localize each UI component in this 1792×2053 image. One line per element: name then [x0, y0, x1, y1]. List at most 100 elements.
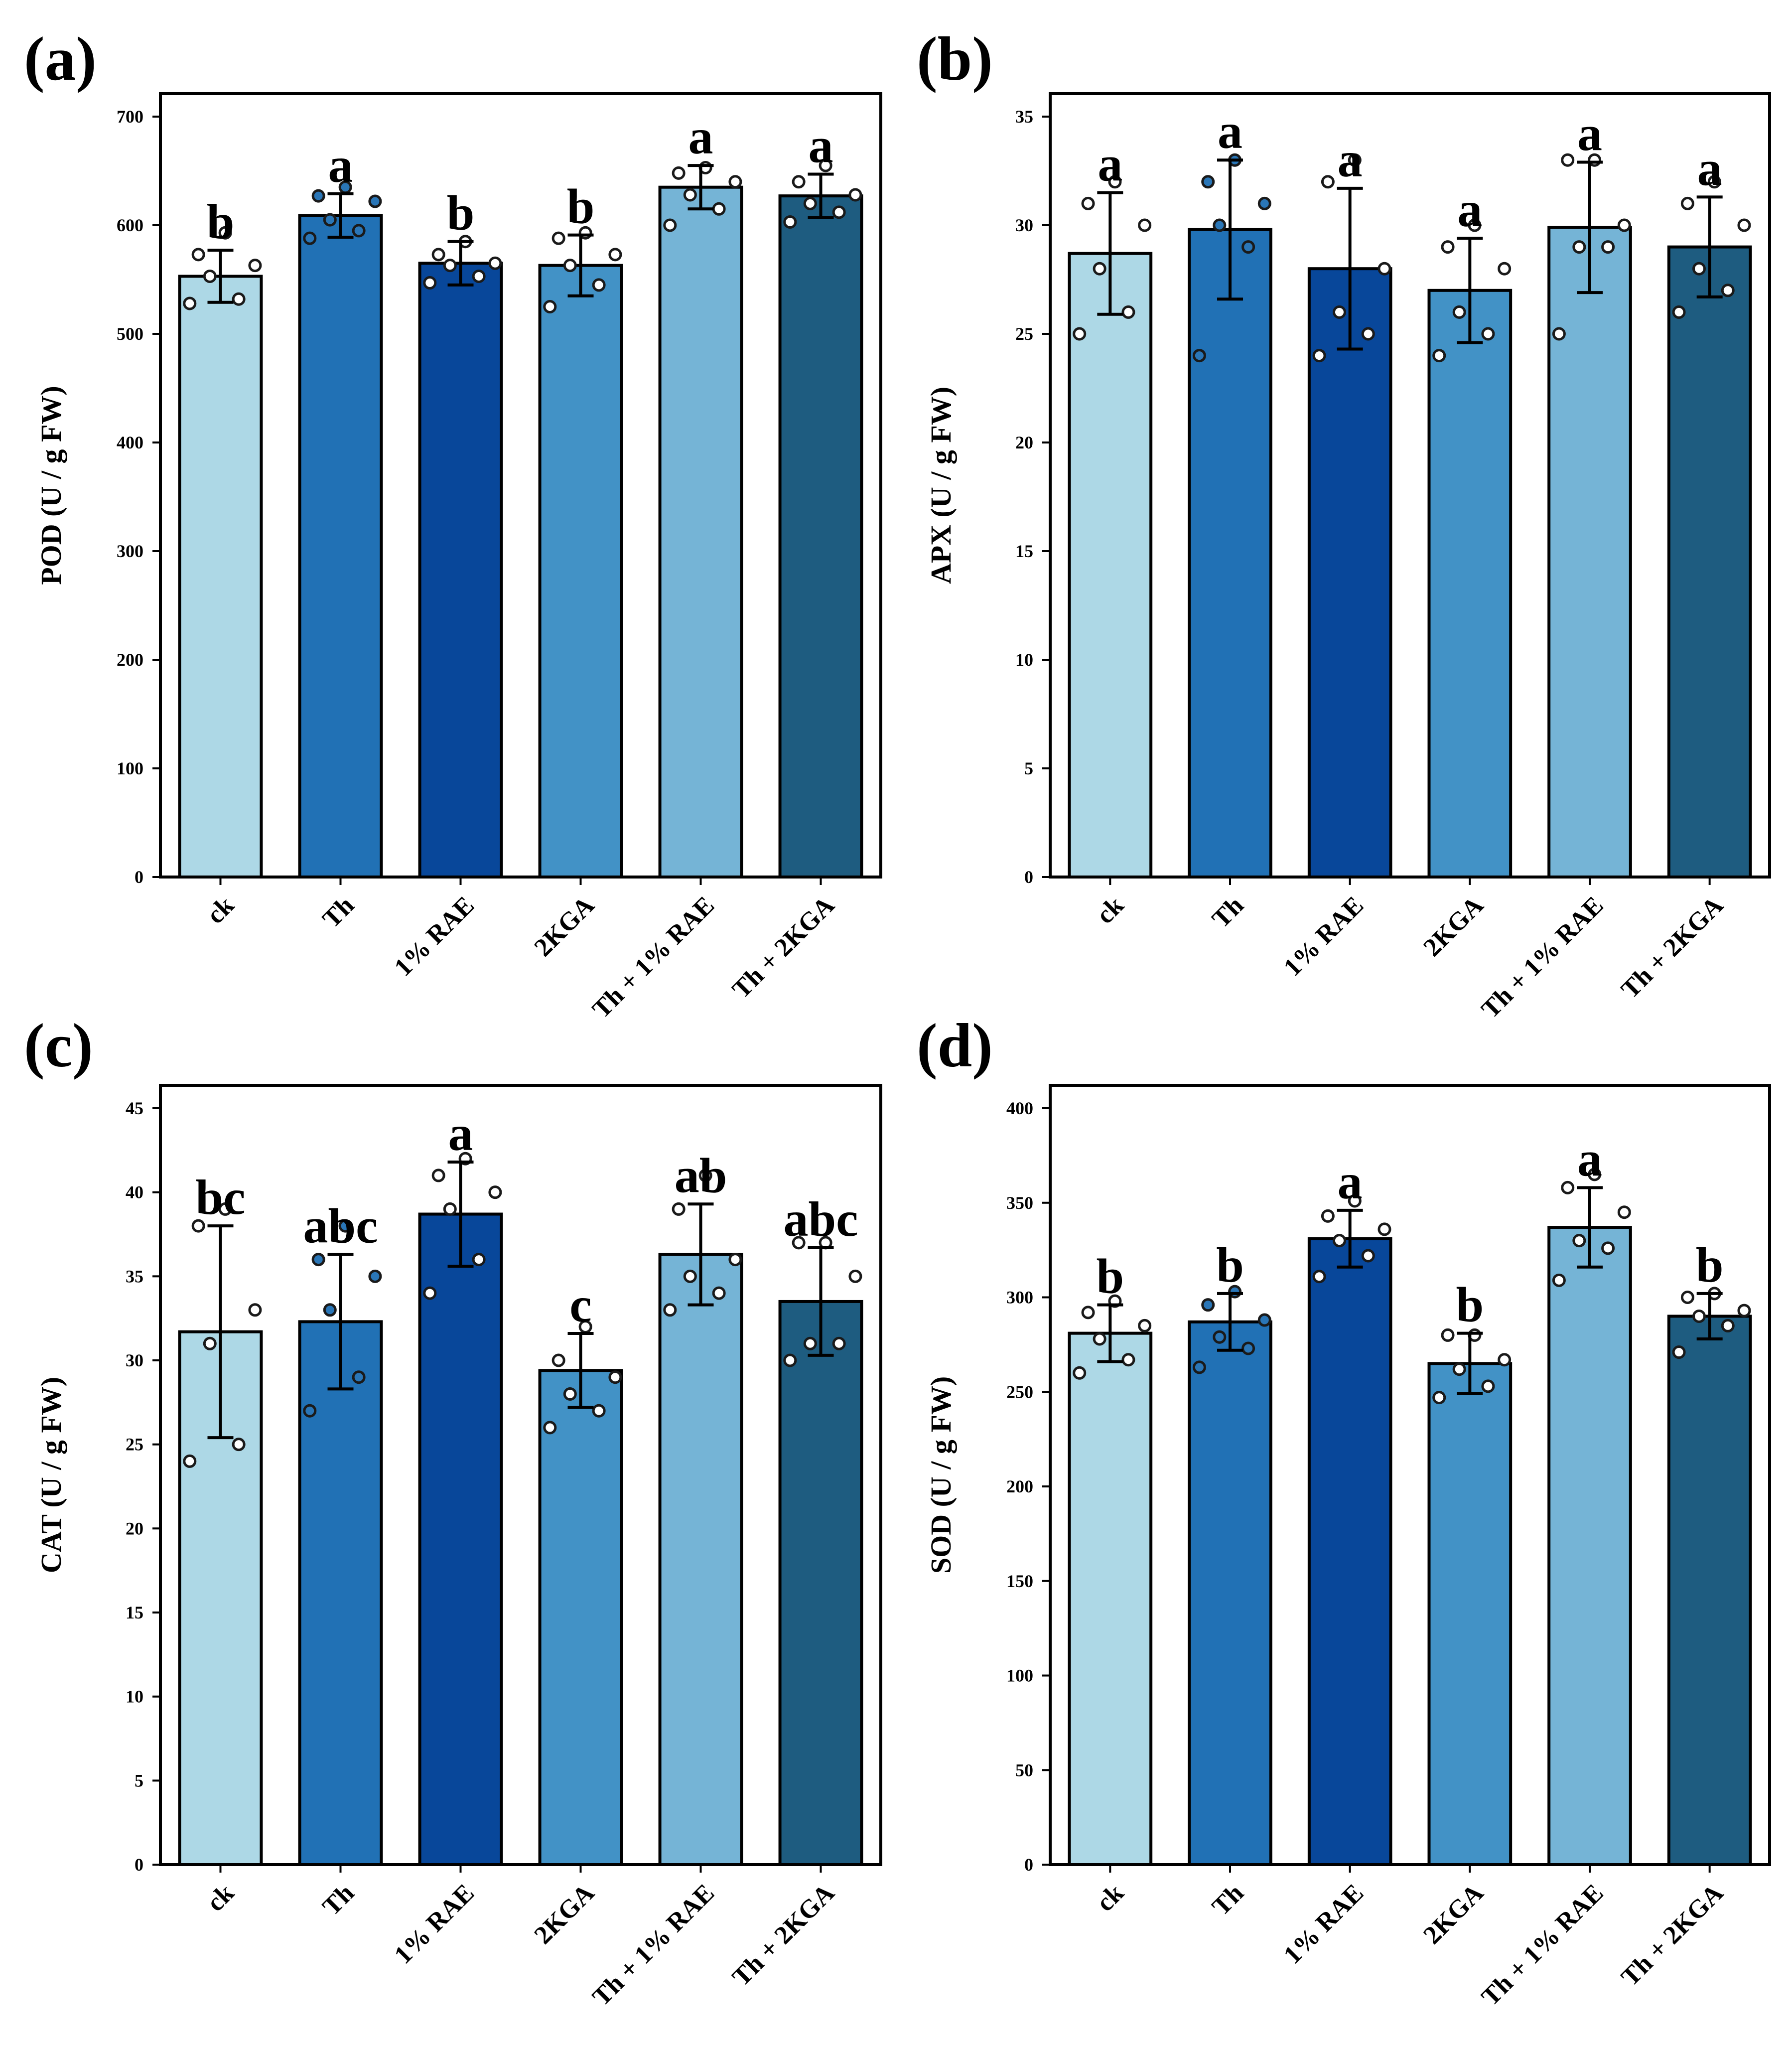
data-point — [1081, 1306, 1095, 1320]
data-point — [1601, 240, 1615, 254]
bar — [1068, 252, 1153, 879]
data-point — [1441, 240, 1455, 254]
data-point — [488, 256, 502, 270]
x-tick-label: Th + 2KGA — [727, 1879, 840, 1992]
data-point — [232, 1438, 246, 1452]
y-tick-label: 20 — [1015, 433, 1033, 452]
bar — [1547, 226, 1632, 879]
data-point — [443, 1202, 457, 1216]
data-point — [1452, 305, 1466, 319]
data-point — [783, 215, 797, 229]
data-point — [1138, 218, 1152, 232]
significance-label: b — [1097, 1249, 1124, 1304]
bar — [658, 185, 743, 879]
y-tick-label: 400 — [1006, 1098, 1033, 1118]
y-tick-label: 10 — [1015, 650, 1033, 670]
bar — [1307, 267, 1392, 879]
x-tick-label: ck — [1091, 891, 1129, 929]
data-point — [1692, 1309, 1706, 1323]
bar — [298, 214, 383, 879]
y-tick-label: 350 — [1006, 1193, 1033, 1213]
x-tick-label: Th + 2KGA — [1616, 1879, 1729, 1992]
data-point — [1561, 1180, 1575, 1194]
significance-label: a — [1218, 104, 1242, 159]
bar — [1667, 1315, 1752, 1866]
bar — [778, 194, 863, 879]
data-point — [1213, 1330, 1227, 1344]
data-point — [783, 1353, 797, 1367]
data-point — [203, 1336, 217, 1350]
data-point — [551, 231, 565, 245]
y-tick-label: 0 — [1024, 1855, 1033, 1875]
x-tick-label: Th + 1% RAE — [1476, 1879, 1609, 2012]
panel-label: (d) — [917, 1012, 993, 1080]
data-point — [1312, 349, 1326, 363]
significance-label: c — [569, 1277, 591, 1332]
data-point — [1481, 327, 1495, 341]
bar — [178, 275, 263, 879]
data-point — [1073, 327, 1087, 341]
y-tick-label: 30 — [126, 1350, 143, 1370]
y-tick-label: 250 — [1006, 1382, 1033, 1402]
data-point — [1257, 196, 1271, 210]
y-tick-label: 20 — [126, 1518, 143, 1538]
data-point — [551, 1353, 565, 1367]
significance-label: b — [567, 179, 595, 234]
data-point — [592, 1404, 606, 1418]
data-point — [1121, 305, 1135, 319]
data-point — [672, 166, 686, 180]
data-point — [1572, 1234, 1586, 1248]
data-point — [1552, 327, 1566, 341]
y-tick-label: 400 — [117, 433, 143, 452]
data-point — [1361, 1249, 1375, 1263]
data-point — [1378, 1222, 1391, 1236]
data-point — [1361, 327, 1375, 341]
data-point — [1601, 1241, 1615, 1255]
data-point — [848, 188, 862, 202]
data-point — [1441, 1328, 1455, 1342]
significance-label: b — [1216, 1237, 1244, 1293]
x-tick-label: Th + 1% RAE — [587, 891, 720, 1024]
data-point — [218, 226, 232, 240]
data-point — [1552, 1273, 1566, 1287]
bar — [298, 1320, 383, 1866]
data-point — [1561, 153, 1575, 167]
data-point — [431, 248, 445, 262]
data-point — [1348, 153, 1362, 167]
y-tick-label: 5 — [135, 1770, 143, 1790]
y-tick-label: 25 — [1015, 324, 1033, 344]
data-point — [323, 213, 337, 227]
y-tick-label: 100 — [117, 758, 143, 778]
significance-label: a — [1577, 106, 1602, 161]
data-point — [1468, 218, 1482, 232]
data-point — [1348, 1194, 1362, 1208]
data-point — [663, 1303, 677, 1317]
data-point — [832, 205, 846, 219]
significance-label: ab — [675, 1148, 727, 1203]
data-point — [1378, 262, 1391, 276]
data-point — [1672, 1345, 1686, 1359]
x-tick-label: 2KGA — [1418, 1879, 1489, 1950]
data-point — [1121, 1353, 1135, 1367]
significance-label: a — [448, 1106, 473, 1161]
y-tick-label: 10 — [126, 1687, 143, 1707]
data-point — [1721, 284, 1735, 297]
data-point — [191, 1219, 205, 1233]
data-point — [352, 224, 366, 238]
significance-label: a — [328, 138, 353, 193]
data-point — [1432, 349, 1446, 363]
x-tick-label: Th + 2KGA — [1616, 891, 1729, 1004]
y-tick-label: 40 — [126, 1182, 143, 1202]
x-tick-label: ck — [201, 1879, 240, 1917]
data-point — [792, 175, 806, 189]
y-tick-label: 200 — [117, 650, 143, 670]
data-point — [1081, 196, 1095, 210]
y-tick-label: 100 — [1006, 1666, 1033, 1686]
data-point — [1498, 1353, 1512, 1367]
data-point — [232, 292, 246, 306]
data-point — [338, 1219, 352, 1233]
data-point — [1213, 218, 1227, 232]
data-point — [1707, 175, 1721, 189]
plot-frame — [159, 92, 882, 879]
data-point — [1572, 240, 1586, 254]
